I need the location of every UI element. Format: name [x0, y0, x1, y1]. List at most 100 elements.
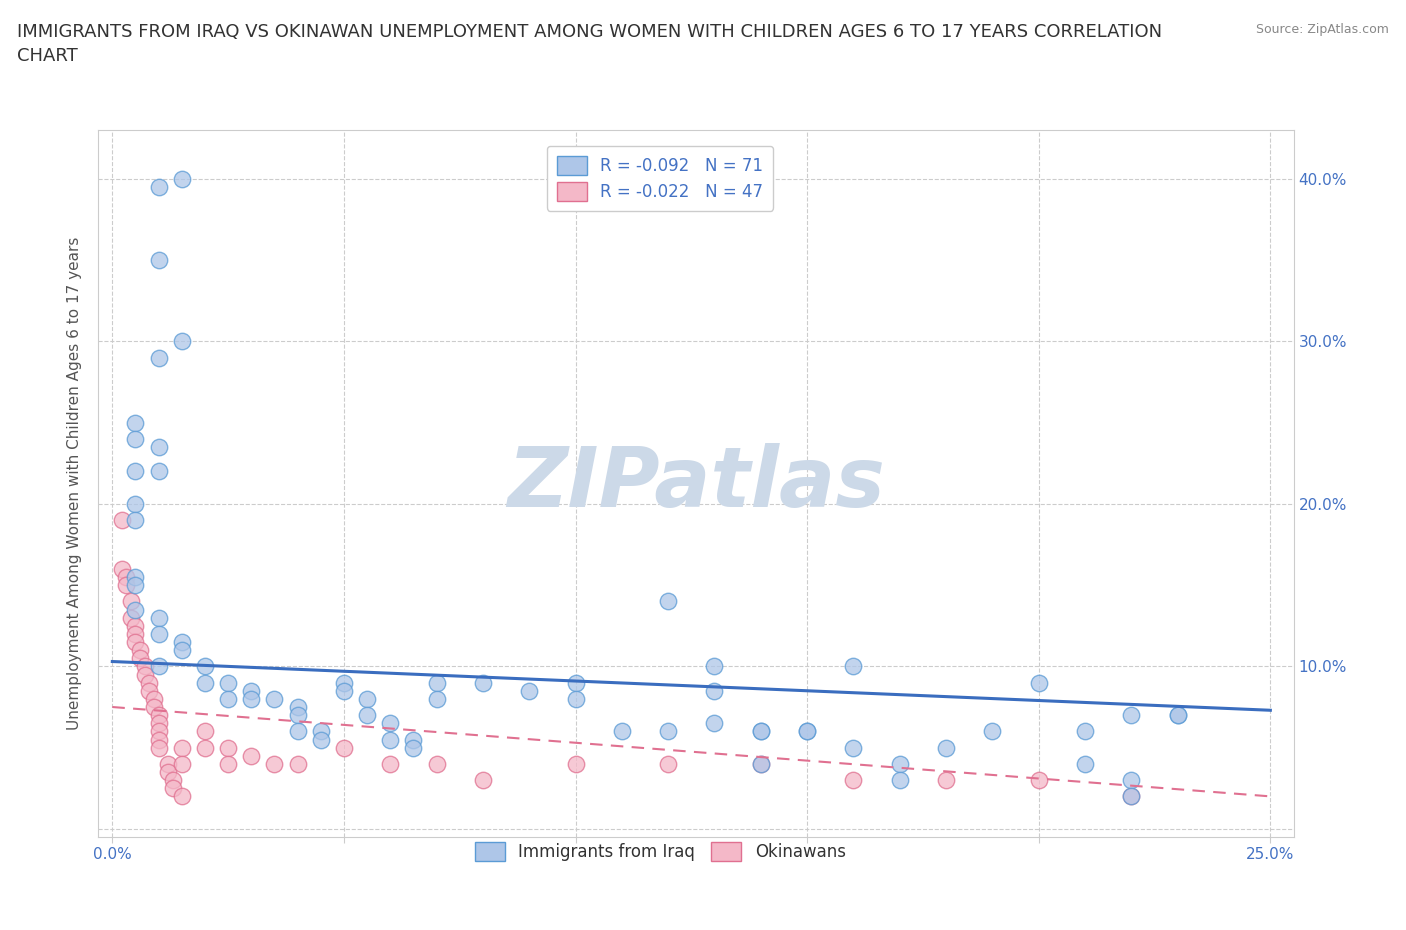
Point — [156, 764, 179, 779]
Point — [564, 675, 586, 690]
Point — [148, 440, 170, 455]
Y-axis label: Unemployment Among Women with Children Ages 6 to 17 years: Unemployment Among Women with Children A… — [67, 237, 83, 730]
Point — [134, 667, 156, 682]
Point — [148, 724, 170, 738]
Point — [124, 512, 146, 527]
Point — [796, 724, 818, 738]
Point — [610, 724, 633, 738]
Text: IMMIGRANTS FROM IRAQ VS OKINAWAN UNEMPLOYMENT AMONG WOMEN WITH CHILDREN AGES 6 T: IMMIGRANTS FROM IRAQ VS OKINAWAN UNEMPLO… — [17, 23, 1161, 65]
Point — [935, 740, 957, 755]
Point — [148, 179, 170, 194]
Point — [1167, 708, 1189, 723]
Point — [170, 643, 193, 658]
Point — [889, 773, 911, 788]
Point — [138, 675, 160, 690]
Point — [148, 659, 170, 674]
Point — [110, 512, 132, 527]
Point — [148, 708, 170, 723]
Point — [194, 659, 217, 674]
Point — [333, 740, 356, 755]
Point — [287, 699, 309, 714]
Point — [124, 578, 146, 592]
Point — [1167, 708, 1189, 723]
Point — [749, 724, 772, 738]
Point — [889, 756, 911, 771]
Point — [426, 691, 449, 706]
Point — [842, 740, 865, 755]
Point — [703, 716, 725, 731]
Point — [564, 756, 586, 771]
Point — [1028, 675, 1050, 690]
Point — [217, 691, 239, 706]
Point — [564, 691, 586, 706]
Point — [657, 594, 679, 609]
Point — [115, 569, 138, 584]
Point — [703, 684, 725, 698]
Point — [124, 569, 146, 584]
Point — [380, 716, 402, 731]
Point — [148, 740, 170, 755]
Point — [333, 675, 356, 690]
Point — [380, 732, 402, 747]
Point — [1121, 773, 1143, 788]
Point — [120, 594, 142, 609]
Point — [842, 773, 865, 788]
Point — [124, 432, 146, 446]
Point — [749, 756, 772, 771]
Point — [1121, 708, 1143, 723]
Point — [842, 659, 865, 674]
Point — [240, 691, 263, 706]
Point — [129, 643, 152, 658]
Point — [1074, 724, 1097, 738]
Point — [1074, 756, 1097, 771]
Point — [162, 773, 184, 788]
Legend: Immigrants from Iraq, Okinawans: Immigrants from Iraq, Okinawans — [468, 835, 852, 868]
Point — [148, 716, 170, 731]
Point — [138, 684, 160, 698]
Point — [749, 724, 772, 738]
Point — [194, 675, 217, 690]
Point — [124, 618, 146, 633]
Point — [240, 684, 263, 698]
Point — [796, 724, 818, 738]
Point — [287, 756, 309, 771]
Point — [309, 724, 332, 738]
Point — [124, 497, 146, 512]
Text: Source: ZipAtlas.com: Source: ZipAtlas.com — [1256, 23, 1389, 36]
Point — [194, 740, 217, 755]
Point — [749, 756, 772, 771]
Point — [333, 684, 356, 698]
Point — [935, 773, 957, 788]
Point — [657, 756, 679, 771]
Point — [703, 659, 725, 674]
Point — [981, 724, 1004, 738]
Point — [162, 781, 184, 796]
Point — [263, 691, 285, 706]
Point — [143, 699, 166, 714]
Text: ZIPatlas: ZIPatlas — [508, 443, 884, 525]
Point — [148, 732, 170, 747]
Point — [134, 659, 156, 674]
Point — [194, 724, 217, 738]
Point — [115, 578, 138, 592]
Point — [287, 708, 309, 723]
Point — [1121, 789, 1143, 804]
Point — [170, 756, 193, 771]
Point — [148, 627, 170, 642]
Point — [402, 740, 425, 755]
Point — [110, 562, 132, 577]
Point — [309, 732, 332, 747]
Point — [148, 253, 170, 268]
Point — [124, 464, 146, 479]
Point — [170, 740, 193, 755]
Point — [170, 789, 193, 804]
Point — [426, 675, 449, 690]
Point — [217, 756, 239, 771]
Point — [402, 732, 425, 747]
Point — [217, 675, 239, 690]
Point — [356, 708, 378, 723]
Point — [657, 724, 679, 738]
Point — [517, 684, 540, 698]
Point — [148, 464, 170, 479]
Point — [124, 415, 146, 430]
